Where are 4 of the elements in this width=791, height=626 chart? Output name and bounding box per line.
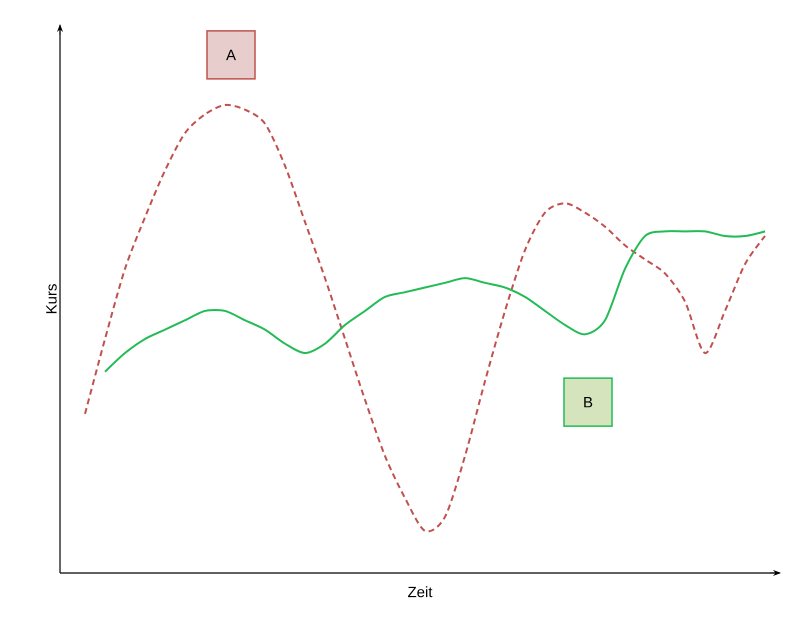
y-axis-title: Kurs — [46, 284, 57, 314]
x-axis-title: Zeit — [408, 586, 432, 598]
text: B — [584, 397, 592, 408]
text: A — [226, 50, 236, 60]
